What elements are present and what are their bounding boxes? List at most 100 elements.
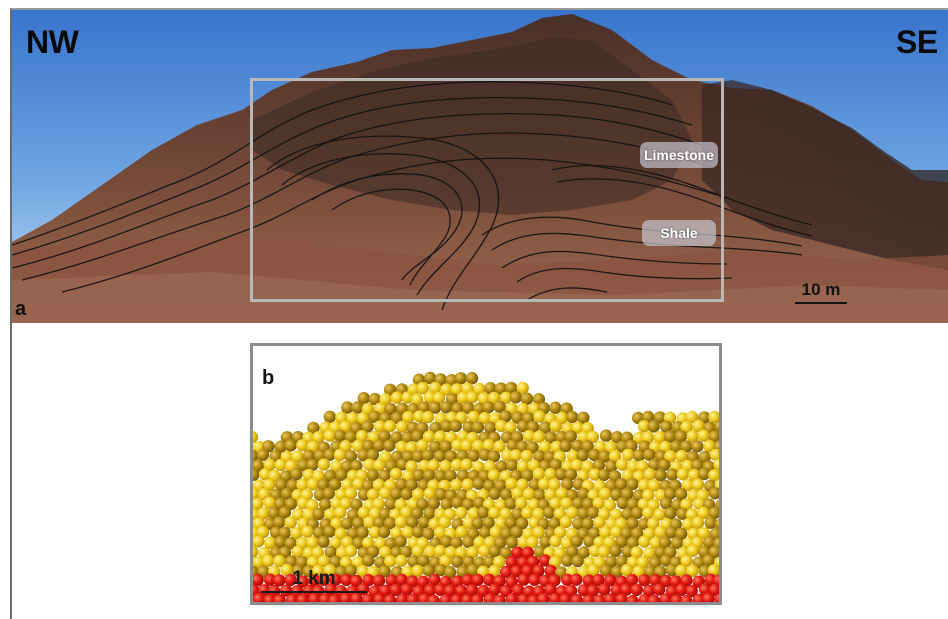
particle <box>328 594 341 602</box>
particle <box>460 458 473 471</box>
particle <box>658 536 672 549</box>
particle <box>510 525 523 539</box>
particle <box>583 535 596 548</box>
particle <box>516 420 530 433</box>
particle <box>466 546 479 559</box>
particle <box>566 449 580 463</box>
particle <box>306 458 319 471</box>
particle <box>352 477 365 491</box>
particle <box>401 431 414 444</box>
particle <box>363 516 376 529</box>
particle <box>482 439 495 452</box>
particle <box>653 411 667 424</box>
particle <box>620 583 633 596</box>
particle <box>296 575 309 588</box>
particle <box>576 449 589 462</box>
particle <box>500 565 513 579</box>
particle <box>708 410 719 424</box>
particle <box>329 573 342 586</box>
particle <box>423 487 436 500</box>
particle <box>357 506 370 519</box>
particle <box>444 450 458 463</box>
particle <box>593 594 606 602</box>
particle <box>477 584 490 598</box>
limestone-tag: Limestone <box>640 142 718 168</box>
particle <box>538 477 551 491</box>
particle <box>368 392 382 406</box>
particle <box>406 593 419 602</box>
particle <box>610 525 623 539</box>
particle <box>411 564 424 577</box>
particle <box>395 478 408 491</box>
particle <box>466 391 479 404</box>
particle <box>439 554 452 568</box>
particle <box>488 487 501 500</box>
particle <box>652 583 666 596</box>
particle <box>401 526 414 539</box>
particle <box>402 410 415 424</box>
particle <box>670 440 683 453</box>
particle <box>385 574 398 587</box>
particle <box>521 469 534 482</box>
particle <box>483 555 496 569</box>
particle <box>434 583 447 596</box>
particle <box>505 459 519 472</box>
particle <box>550 440 563 454</box>
particle <box>499 410 512 423</box>
particle <box>373 439 386 452</box>
particle <box>664 450 677 463</box>
particle <box>586 430 599 444</box>
particle <box>350 592 363 602</box>
particle <box>423 584 437 597</box>
particle <box>505 536 519 549</box>
particle <box>704 516 717 529</box>
particle <box>416 381 429 395</box>
particle <box>307 421 320 435</box>
particle <box>660 497 673 510</box>
particle <box>439 440 453 453</box>
particle <box>674 430 688 443</box>
direction-label-nw: NW <box>26 24 79 60</box>
particle <box>675 564 688 577</box>
particle <box>506 439 519 452</box>
particle <box>372 497 385 511</box>
particle <box>341 401 354 414</box>
particle <box>373 459 386 472</box>
particle <box>603 499 617 512</box>
particle <box>691 516 705 529</box>
particle <box>647 517 660 530</box>
particle <box>484 382 497 395</box>
particle <box>571 439 584 452</box>
particle <box>455 525 468 539</box>
particle <box>542 506 556 519</box>
particle <box>262 554 275 567</box>
particle <box>501 449 514 462</box>
particle <box>697 526 711 540</box>
particle <box>643 448 656 461</box>
particle <box>714 420 719 433</box>
particle <box>620 563 634 577</box>
particle <box>383 594 397 602</box>
particle <box>357 392 370 405</box>
particle <box>564 430 577 443</box>
particle <box>269 526 283 539</box>
particle <box>493 555 506 569</box>
particle <box>352 516 365 530</box>
particle <box>522 429 536 443</box>
particle <box>597 545 611 558</box>
particle <box>549 497 562 510</box>
particle <box>708 487 719 500</box>
particle <box>368 410 381 423</box>
particle <box>489 525 502 539</box>
particle <box>460 439 474 452</box>
particle <box>482 573 496 586</box>
particle <box>604 574 617 587</box>
particle <box>344 430 358 443</box>
particle <box>418 459 431 473</box>
particle <box>416 498 429 511</box>
particle <box>532 467 546 481</box>
particle <box>560 497 573 510</box>
particle <box>296 497 310 510</box>
panel-a-photo: NW SE a Limestone Shale 10 m <box>12 10 948 323</box>
particle <box>697 429 710 442</box>
